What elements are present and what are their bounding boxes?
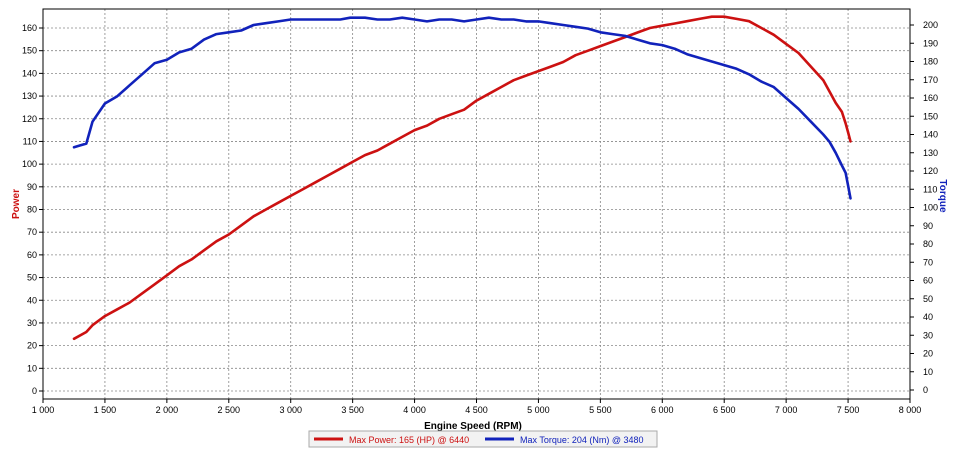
right-tick-label: 90: [923, 221, 933, 231]
right-tick-label: 150: [923, 111, 938, 121]
x-tick-label: 3 500: [341, 405, 364, 415]
right-tick-label: 170: [923, 75, 938, 85]
power-series-line: [72, 15, 852, 341]
left-tick-label: 100: [22, 159, 37, 169]
x-tick-label: 8 000: [899, 405, 922, 415]
right-tick-label: 110: [923, 184, 937, 194]
right-tick-label: 70: [923, 257, 933, 267]
right-tick-label: 120: [923, 166, 938, 176]
x-tick-label: 4 000: [403, 405, 426, 415]
x-axis-ticks: 1 000 1 500 2 000 2 500 3 000 3 500 4 000 4 500…: [32, 399, 922, 415]
right-tick-label: 130: [923, 148, 938, 158]
x-tick-label: 1 500: [94, 405, 117, 415]
left-tick-label: 20: [27, 341, 37, 351]
right-tick-label: 180: [923, 57, 938, 67]
left-tick-label: 150: [22, 46, 37, 56]
x-tick-label: 4 500: [465, 405, 488, 415]
right-tick-label: 20: [923, 349, 933, 359]
left-tick-label: 90: [27, 182, 37, 192]
right-axis-ticks: 0 10 20 30 40 50 60 70 80 90 100 110 120 130 140 150 160…: [910, 20, 938, 395]
left-tick-label: 10: [27, 363, 37, 373]
series-lines: [72, 15, 852, 341]
legend-power-label: Max Power: 165 (HP) @ 6440: [349, 435, 469, 445]
x-tick-label: 1 000: [32, 405, 55, 415]
left-tick-label: 70: [27, 227, 37, 237]
right-tick-label: 140: [923, 130, 938, 140]
x-tick-label: 2 500: [218, 405, 241, 415]
right-tick-label: 100: [923, 203, 938, 213]
left-tick-label: 130: [22, 91, 37, 101]
x-tick-label: 3 000: [279, 405, 302, 415]
right-tick-label: 80: [923, 239, 933, 249]
left-tick-label: 140: [22, 68, 37, 78]
right-tick-label: 190: [923, 38, 938, 48]
left-tick-label: 160: [22, 23, 37, 33]
right-tick-label: 40: [923, 312, 933, 322]
x-tick-label: 5 000: [527, 405, 550, 415]
right-tick-label: 30: [923, 330, 933, 340]
x-axis-title: Engine Speed (RPM): [424, 421, 522, 432]
legend: Max Power: 165 (HP) @ 6440 Max Torque: 2…: [308, 430, 658, 448]
left-tick-label: 50: [27, 273, 37, 283]
right-tick-label: 60: [923, 276, 933, 286]
left-axis-title: Power: [11, 189, 22, 219]
legend-torque-label: Max Torque: 204 (Nm) @ 3480: [520, 435, 644, 445]
x-tick-label: 7 000: [775, 405, 798, 415]
left-axis-ticks: 0 10 20 30 40 50 60 70 80 90 100 110 120 130 140 150 160: [22, 23, 43, 396]
x-tick-label: 5 500: [589, 405, 612, 415]
right-tick-label: 10: [923, 367, 933, 377]
left-tick-label: 0: [32, 386, 37, 396]
right-tick-label: 50: [923, 294, 933, 304]
grid: [43, 9, 910, 399]
x-tick-label: 2 000: [156, 405, 179, 415]
right-tick-label: 200: [923, 20, 938, 30]
left-tick-label: 40: [27, 295, 37, 305]
right-axis-title: Torque: [937, 179, 948, 213]
x-tick-label: 7 500: [837, 405, 860, 415]
left-tick-label: 80: [27, 205, 37, 215]
legend-box: [308, 430, 658, 448]
x-tick-label: 6 000: [651, 405, 674, 415]
left-tick-label: 60: [27, 250, 37, 260]
right-tick-label: 160: [923, 93, 938, 103]
x-tick-label: 6 500: [713, 405, 736, 415]
torque-series-line: [72, 16, 852, 200]
left-tick-label: 120: [22, 114, 37, 124]
left-tick-label: 110: [23, 136, 37, 146]
left-tick-label: 30: [27, 318, 37, 328]
right-tick-label: 0: [923, 385, 928, 395]
